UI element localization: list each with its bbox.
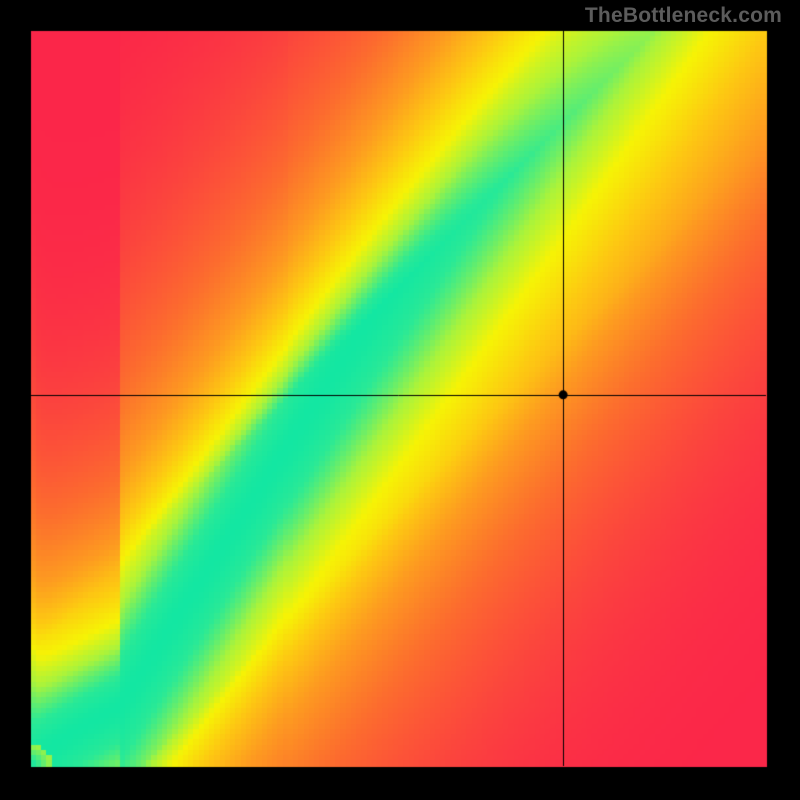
chart-container: TheBottleneck.com <box>0 0 800 800</box>
heatmap-canvas <box>0 0 800 800</box>
watermark-text: TheBottleneck.com <box>585 4 782 28</box>
